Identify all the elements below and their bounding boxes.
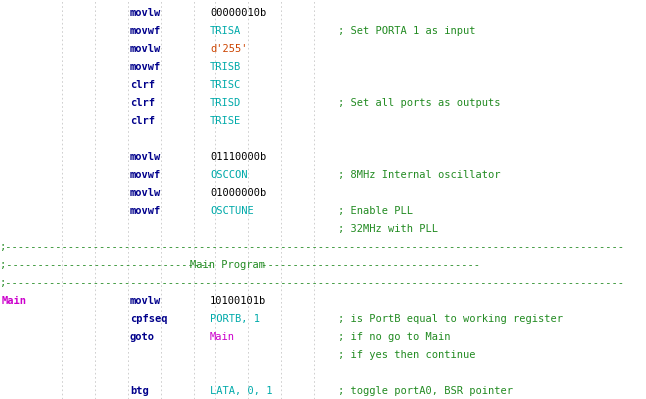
Text: LATA, 0, 1: LATA, 0, 1: [210, 386, 273, 396]
Text: movlw: movlw: [130, 152, 162, 162]
Text: movlw: movlw: [130, 296, 162, 306]
Text: movlw: movlw: [130, 188, 162, 198]
Text: -----------------------------------: -----------------------------------: [255, 260, 480, 270]
Text: cpfseq: cpfseq: [130, 314, 167, 324]
Text: PORTB, 1: PORTB, 1: [210, 314, 260, 324]
Text: 01000000b: 01000000b: [210, 188, 266, 198]
Text: TRISC: TRISC: [210, 80, 241, 90]
Text: movlw: movlw: [130, 8, 162, 18]
Text: btg: btg: [130, 386, 149, 396]
Text: TRISB: TRISB: [210, 62, 241, 72]
Text: movlw: movlw: [130, 44, 162, 54]
Text: TRISA: TRISA: [210, 26, 241, 36]
Text: Main: Main: [2, 296, 27, 306]
Text: goto: goto: [130, 332, 155, 342]
Text: 10100101b: 10100101b: [210, 296, 266, 306]
Text: OSCCON: OSCCON: [210, 170, 247, 180]
Text: clrf: clrf: [130, 116, 155, 126]
Text: ; is PortB equal to working register: ; is PortB equal to working register: [338, 314, 563, 324]
Text: ; if yes then continue: ; if yes then continue: [338, 350, 475, 360]
Text: 00000010b: 00000010b: [210, 8, 266, 18]
Text: ; if no go to Main: ; if no go to Main: [338, 332, 450, 342]
Text: Main: Main: [210, 332, 235, 342]
Text: ;---------------------------------: ;---------------------------------: [0, 260, 219, 270]
Text: clrf: clrf: [130, 98, 155, 108]
Text: clrf: clrf: [130, 80, 155, 90]
Text: ; Enable PLL: ; Enable PLL: [338, 206, 413, 216]
Text: movwf: movwf: [130, 62, 162, 72]
Text: movwf: movwf: [130, 170, 162, 180]
Text: Main Program: Main Program: [190, 260, 265, 270]
Text: movwf: movwf: [130, 206, 162, 216]
Text: ;-------------------------------------------------------------------------------: ;---------------------------------------…: [0, 278, 625, 288]
Text: ; 8MHz Internal oscillator: ; 8MHz Internal oscillator: [338, 170, 501, 180]
Text: TRISD: TRISD: [210, 98, 241, 108]
Text: ;-------------------------------------------------------------------------------: ;---------------------------------------…: [0, 242, 625, 252]
Text: 01110000b: 01110000b: [210, 152, 266, 162]
Text: TRISE: TRISE: [210, 116, 241, 126]
Text: ; toggle portA0, BSR pointer: ; toggle portA0, BSR pointer: [338, 386, 513, 396]
Text: d'255': d'255': [210, 44, 247, 54]
Text: ; Set PORTA 1 as input: ; Set PORTA 1 as input: [338, 26, 475, 36]
Text: ; 32MHz with PLL: ; 32MHz with PLL: [338, 224, 438, 234]
Text: ; Set all ports as outputs: ; Set all ports as outputs: [338, 98, 501, 108]
Text: OSCTUNE: OSCTUNE: [210, 206, 254, 216]
Text: movwf: movwf: [130, 26, 162, 36]
